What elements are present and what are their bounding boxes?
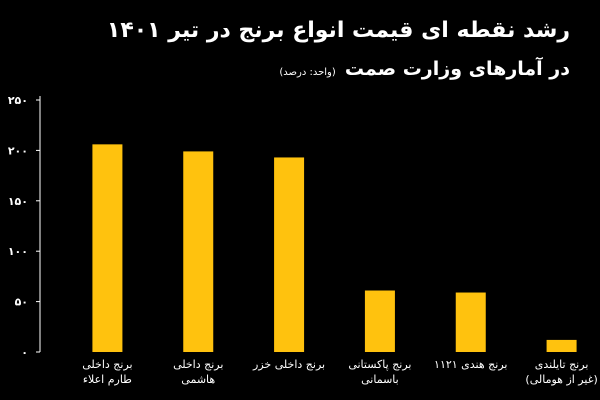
unit-label: (واحد: درصد): [279, 67, 336, 78]
y-tick-label: ۲۰۰: [8, 144, 28, 157]
bar: [92, 144, 123, 352]
y-tick-label: ۵۰: [15, 296, 28, 309]
category-label: برنج داخلی خزر: [252, 358, 325, 371]
category-label: هاشمی: [181, 373, 215, 386]
category-label: باسمانی: [361, 373, 399, 386]
category-label: (غیر از هومالی): [525, 373, 597, 386]
bar: [274, 157, 305, 352]
category-label: برنج داخلی: [82, 358, 132, 371]
category-label: برنج هندی ۱۱۲۱: [434, 358, 507, 371]
chart-title-line2: در آمارهای وزارت صمت (واحد: درصد): [279, 58, 570, 80]
bar: [364, 290, 395, 352]
y-tick-label: ۱۰۰: [8, 245, 28, 258]
category-label: طارم اعلاء: [83, 373, 132, 386]
bar: [455, 292, 486, 352]
chart-title-line1: رشد نقطه ای قیمت انواع برنج در تیر ۱۴۰۱: [106, 18, 570, 43]
y-tick-label: ۰: [21, 346, 28, 359]
bar: [183, 151, 214, 352]
chart-subtitle: در آمارهای وزارت صمت: [344, 58, 570, 80]
y-tick-label: ۱۵۰: [8, 195, 28, 208]
category-label: برنج تایلندی: [535, 358, 589, 371]
y-tick-label: ۲۵۰: [8, 94, 28, 107]
category-label: برنج پاکستانی: [348, 358, 411, 371]
bar: [546, 339, 577, 352]
category-label: برنج داخلی: [173, 358, 223, 371]
